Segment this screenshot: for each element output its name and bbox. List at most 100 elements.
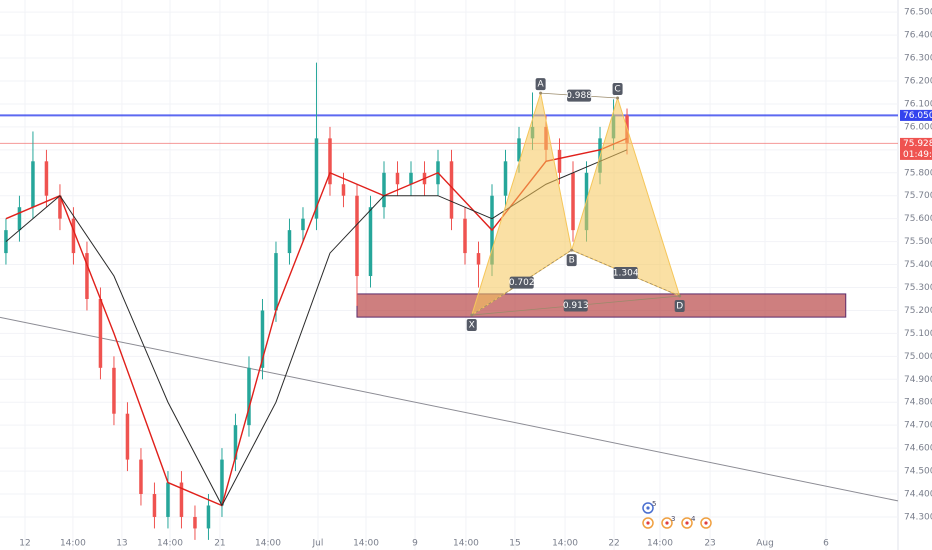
y-tick-label: 76.500 — [904, 8, 932, 18]
candle-body — [44, 161, 49, 196]
price-label: 76.050 — [903, 111, 932, 121]
x-tick-label: 14:00 — [157, 539, 183, 549]
y-tick-label: 76.400 — [904, 31, 932, 41]
pattern-ratio: 0.702 — [509, 278, 535, 288]
candle-body — [193, 516, 197, 529]
pattern-ratio: 0.988 — [566, 91, 592, 101]
event-dot — [665, 521, 669, 525]
event-dot — [646, 506, 650, 510]
y-tick-label: 74.800 — [904, 398, 932, 408]
pattern-point-label: C — [614, 84, 620, 94]
y-tick-label: 74.300 — [904, 512, 932, 522]
y-tick-label: 76.300 — [904, 54, 932, 64]
x-tick-label: 14:00 — [353, 539, 379, 549]
candle-body — [395, 172, 400, 185]
x-tick-label: 23 — [704, 539, 715, 549]
candle-body — [355, 195, 359, 277]
candle-body — [152, 494, 157, 517]
y-tick-label: 76.100 — [904, 99, 932, 109]
trendline — [0, 316, 899, 502]
candle-body — [368, 207, 373, 277]
x-tick-label: 15 — [509, 539, 520, 549]
event-dot — [685, 521, 689, 525]
x-tick-label: 21 — [214, 539, 225, 549]
candle-body — [274, 253, 278, 311]
ratio-box — [567, 89, 592, 102]
candle-body — [233, 425, 238, 460]
candle-body — [85, 253, 89, 299]
x-tick-label: Jul — [312, 539, 324, 549]
pattern-point-label: D — [676, 301, 683, 311]
countdown: 01:49:24 — [903, 150, 932, 160]
candle-body — [260, 310, 265, 368]
x-tick-label: 12 — [19, 539, 30, 549]
candle-body — [98, 298, 103, 368]
x-tick-label: 14:00 — [647, 539, 673, 549]
candle-body — [314, 138, 319, 219]
candle-body — [220, 459, 224, 506]
price-label-box — [900, 109, 932, 121]
candle-body — [71, 218, 76, 254]
candle-body — [31, 161, 35, 208]
candle-body — [503, 161, 508, 196]
y-tick-label: 74.600 — [904, 444, 932, 454]
y-tick-label: 76.000 — [904, 122, 932, 132]
candle-body — [58, 195, 62, 219]
y-tick-label: 75.600 — [904, 214, 932, 224]
pattern-point — [570, 248, 574, 252]
pattern-point-label: X — [469, 321, 475, 331]
x-tick-label: 14:00 — [552, 539, 578, 549]
event-dot — [646, 521, 650, 525]
pattern-point — [616, 96, 620, 100]
pattern-point-label: B — [569, 256, 575, 266]
candle-body — [449, 161, 454, 219]
x-tick-label: Aug — [756, 539, 774, 549]
y-tick-label: 75.100 — [904, 329, 932, 339]
y-tick-label: 76.200 — [904, 76, 932, 86]
event-count: 5 — [652, 500, 656, 508]
x-tick-label: 14:00 — [60, 539, 86, 549]
candle-body — [463, 218, 467, 254]
event-dot — [704, 521, 708, 525]
candle-body — [557, 149, 562, 173]
event-count: 4 — [691, 515, 696, 523]
candle-body — [112, 367, 116, 414]
pattern-point — [539, 91, 543, 95]
x-tick-label: 14:00 — [255, 539, 281, 549]
x-tick-label: 6 — [823, 539, 829, 549]
event-count: 3 — [671, 515, 675, 523]
candle-body — [476, 253, 481, 265]
pattern-point — [678, 294, 682, 298]
y-tick-label: 74.400 — [904, 490, 932, 500]
y-tick-label: 75.200 — [904, 306, 932, 316]
point-box — [612, 82, 623, 95]
ratio-box — [563, 299, 588, 312]
candle-body — [166, 482, 170, 517]
candle-body — [341, 184, 346, 196]
candle-body — [301, 218, 305, 231]
pattern-point-label: A — [538, 80, 545, 90]
pattern-ratio-line — [571, 249, 680, 297]
x-tick-label: 9 — [412, 539, 418, 549]
y-tick-label: 75.400 — [904, 260, 932, 270]
point-box — [566, 254, 577, 267]
zone — [356, 293, 847, 318]
candle-body — [382, 172, 386, 208]
price-label-box — [900, 137, 932, 160]
x-tick-label: 13 — [116, 539, 127, 549]
candle-body — [409, 172, 413, 185]
candle-body — [247, 367, 251, 426]
point-box — [674, 299, 685, 312]
candle-body — [571, 172, 575, 231]
candle-body — [17, 207, 22, 231]
pattern-point — [470, 313, 474, 317]
candle-body — [179, 482, 184, 517]
x-tick-label: 22 — [608, 539, 619, 549]
y-tick-label: 74.900 — [904, 375, 932, 385]
y-tick-label: 75.300 — [904, 283, 932, 293]
candle-body — [139, 459, 143, 495]
pattern-ratio: 1.304 — [613, 269, 639, 279]
point-box — [535, 78, 546, 91]
candle-body — [125, 413, 130, 460]
